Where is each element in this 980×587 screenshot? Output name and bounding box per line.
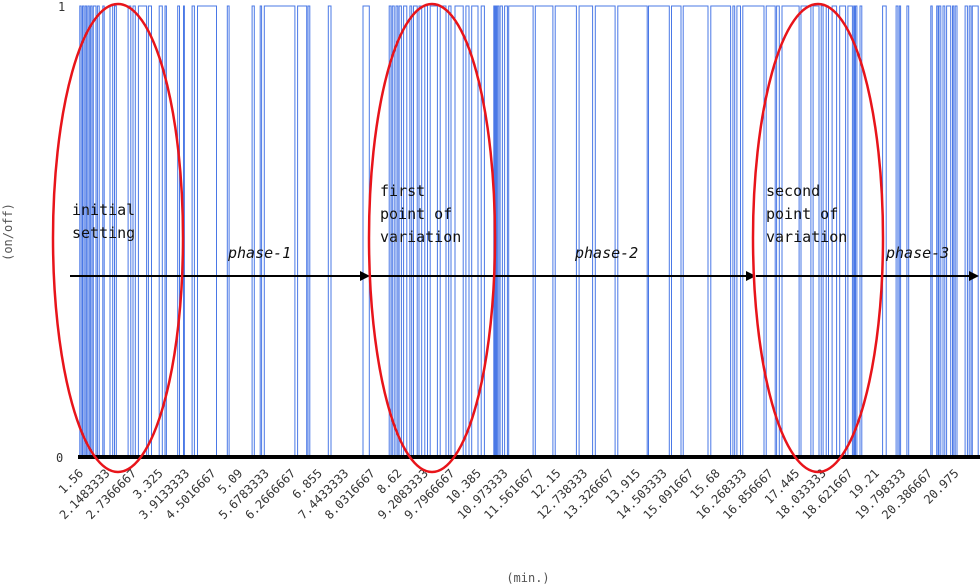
phase-2-label: phase-2 [574, 244, 638, 262]
first-variation-ellipse [367, 2, 497, 474]
signal-line [78, 5, 980, 457]
annotation-second-line3: variation [766, 228, 847, 246]
second-variation-ellipse [751, 2, 885, 474]
y-tick-label-top: 1 [58, 0, 65, 14]
phase-2-arrowhead [746, 271, 756, 281]
initial-setting-ellipse [51, 2, 185, 474]
x-tick-labels: 1.562.14833332.73666673.3253.91333334.50… [56, 466, 962, 522]
phase-1-label: phase-1 [227, 244, 291, 262]
annotation-second-line2: point of [766, 205, 838, 223]
annotation-first-line1: first [380, 182, 425, 200]
phase-1-arrowhead [360, 271, 370, 281]
on-off-signal [78, 5, 980, 457]
annotation-initial-line2: setting [72, 224, 135, 242]
y-axis-title: (on/off) [1, 203, 15, 261]
x-axis-title: (min.) [506, 571, 549, 585]
y-tick-label-bottom: 0 [56, 451, 63, 465]
annotation-first-line3: variation [380, 228, 461, 246]
phase-3-label: phase-3 [885, 244, 949, 262]
phase-3-arrowhead [969, 271, 979, 281]
annotation-second-line1: second [766, 182, 820, 200]
phase-arrows [70, 271, 979, 281]
annotation-first-line2: point of [380, 205, 452, 223]
annotation-initial-line1: initial [72, 201, 135, 219]
